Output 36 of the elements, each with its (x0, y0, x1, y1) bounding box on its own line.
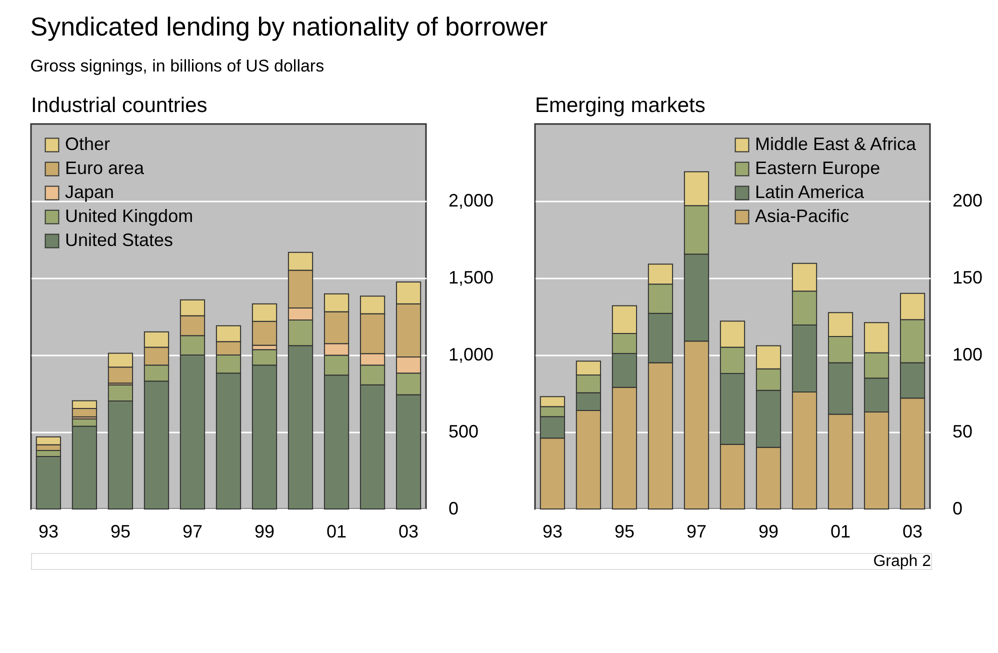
legend-label: Other (65, 134, 110, 154)
x-tick-label: 03 (902, 522, 923, 542)
y-tick-label: 100 (952, 344, 983, 364)
y-tick-label: 0 (448, 498, 459, 518)
legend-label: Asia-Pacific (755, 206, 850, 226)
x-tick-label: 93 (542, 522, 562, 542)
y-tick-label: 150 (952, 268, 983, 288)
y-tick-label: 0 (952, 498, 963, 518)
y-tick-label: 200 (952, 190, 983, 210)
x-tick-label: 01 (830, 522, 851, 542)
x-tick-label: 99 (758, 522, 779, 542)
x-tick-label: 95 (614, 522, 634, 542)
y-tick-label: 50 (952, 422, 973, 442)
chart-title: Emerging markets (535, 94, 706, 117)
legend-label: Japan (65, 182, 114, 202)
y-tick-label: 1,000 (448, 344, 494, 364)
x-tick-label: 97 (686, 522, 707, 542)
legend-label: Eastern Europe (755, 158, 880, 178)
text: Syndicated lending by nationality of borrower (30, 11, 548, 42)
x-tick-label: 01 (326, 522, 347, 542)
y-tick-label: 500 (448, 422, 479, 442)
y-tick-label: 2,000 (448, 190, 494, 210)
legend-label: Euro area (65, 158, 146, 178)
y-tick-label: 1,500 (448, 268, 494, 288)
legend-label: Middle East & Africa (755, 134, 918, 154)
caption: Graph 2 (873, 553, 932, 570)
x-tick-label: 97 (182, 522, 203, 542)
text: Gross signings, in billions of US dollars (30, 56, 324, 76)
legend-label: United States (65, 230, 174, 250)
chart-title: Industrial countries (31, 94, 208, 117)
legend-label: United Kingdom (65, 206, 194, 226)
x-tick-label: 03 (398, 522, 419, 542)
x-tick-label: 99 (254, 522, 275, 542)
legend-label: Latin America (755, 182, 866, 202)
x-tick-label: 93 (38, 522, 58, 542)
x-tick-label: 95 (110, 522, 130, 542)
